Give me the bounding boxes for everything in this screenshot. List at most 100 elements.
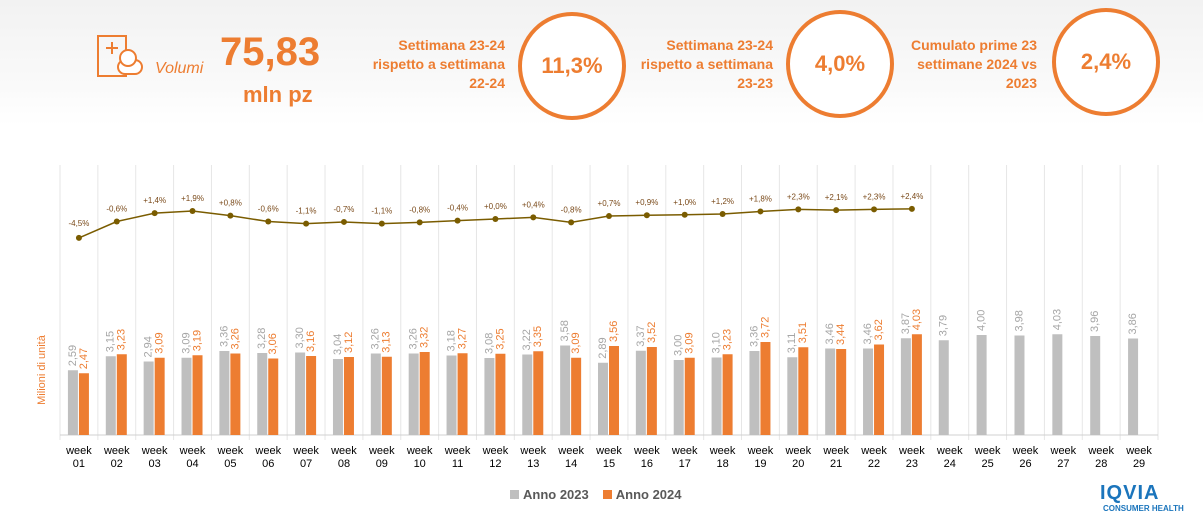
value-label: 3,09 [154, 332, 166, 353]
growth-label: +2,3% [787, 192, 810, 201]
x-tick-label: week 21 [823, 445, 850, 470]
growth-point [530, 214, 537, 221]
bar [900, 338, 911, 435]
growth-point [416, 219, 423, 226]
kpi-label: Cumulato prime 23 settimane 2024 vs 2023 [910, 37, 1037, 91]
growth-label: +1,9% [181, 194, 204, 203]
value-label: 3,12 [343, 332, 355, 353]
growth-point [795, 206, 802, 213]
x-tick-label: week 24 [936, 445, 963, 470]
bar [446, 355, 457, 435]
bar [874, 344, 885, 435]
growth-label: +0,4% [522, 200, 545, 209]
value-label: 4,00 [976, 310, 988, 331]
growth-point [606, 213, 612, 220]
legend-label: Anno 2024 [615, 487, 682, 502]
value-label: 3,15 [105, 331, 117, 352]
bar [219, 351, 230, 435]
value-label: 3,56 [608, 321, 620, 342]
bar [911, 334, 922, 435]
bar [798, 347, 809, 435]
growth-point [265, 218, 272, 225]
growth-point [113, 218, 120, 225]
growth-label: -0,8% [561, 205, 582, 214]
x-tick-label: week 12 [482, 445, 509, 470]
bar [295, 352, 306, 435]
growth-label: -4,5% [68, 219, 89, 228]
x-tick-label: week 17 [671, 445, 698, 470]
value-label: 4,03 [1051, 309, 1063, 330]
bar [571, 357, 582, 435]
x-tick-label: week 27 [1050, 445, 1077, 470]
value-label: 3,46 [862, 323, 874, 344]
bar [825, 348, 836, 435]
value-label: 3,11 [786, 333, 798, 354]
y-axis-title: Milioni di unità [36, 334, 48, 405]
bar [332, 359, 343, 435]
value-label: 2,89 [597, 337, 609, 358]
x-tick-label: week 13 [520, 445, 547, 470]
value-label: 3,22 [521, 329, 533, 350]
value-label: 3,36 [218, 326, 230, 347]
bar [787, 357, 798, 435]
value-label: 3,00 [673, 335, 685, 356]
x-tick-label: week 16 [634, 445, 660, 470]
volume: 75,83 [220, 30, 321, 74]
growth-label: +0,8% [219, 199, 242, 208]
growth-label: +0,0% [484, 202, 507, 211]
bar [370, 353, 381, 435]
kpi-label: Settimana 23-24 rispetto a settimana 23-… [640, 37, 773, 91]
x-tick-label: week 18 [709, 445, 736, 470]
x-tick-label: week 23 [899, 445, 925, 470]
value-label: 3,58 [559, 320, 571, 341]
x-tick-label: week 25 [974, 445, 1001, 470]
x-tick-label: week 02 [103, 445, 130, 470]
bar [836, 349, 847, 435]
x-tick-label: week 05 [217, 445, 244, 470]
growth-label: -0,8% [409, 205, 430, 214]
growth-label: -1,1% [371, 207, 392, 216]
x-tick-label: week 14 [558, 445, 584, 470]
x-tick-label: week 09 [368, 445, 395, 470]
value-label: 3,09 [684, 332, 696, 353]
value-label: 3,87 [900, 313, 912, 334]
growth-point [454, 217, 461, 224]
legend-swatch [510, 490, 519, 499]
value-label: 3,25 [494, 328, 506, 349]
growth-point [151, 210, 158, 217]
value-label: 3,44 [835, 324, 847, 345]
value-label: 3,16 [305, 331, 317, 352]
x-tick-label: week 04 [179, 445, 206, 470]
value-label: 3,32 [419, 327, 431, 348]
value-label: 3,98 [1013, 310, 1025, 331]
bar [533, 351, 544, 435]
bar [522, 354, 533, 435]
bar [306, 356, 317, 435]
value-label: 3,51 [797, 322, 809, 343]
value-label: 3,30 [294, 327, 306, 348]
x-tick-label: week 03 [141, 445, 168, 470]
value-label: 3,09 [180, 332, 192, 353]
growth-point [75, 234, 82, 241]
bar [105, 356, 116, 435]
value-label: 3,06 [267, 333, 279, 354]
x-tick-label: week 29 [1126, 445, 1152, 470]
bar [760, 342, 771, 435]
bar [484, 358, 495, 435]
volume-unit: mln pz [243, 82, 313, 107]
kpi-value: 11,3% [518, 12, 626, 120]
growth-label: -0,6% [106, 205, 127, 214]
bar [116, 354, 127, 435]
x-tick-label: week 20 [785, 445, 812, 470]
legend-item: Anno 2024 [602, 487, 682, 502]
bar [635, 350, 646, 435]
value-label: 3,52 [646, 322, 658, 343]
growth-label: +1,8% [749, 194, 772, 203]
x-tick-label: week 22 [861, 445, 887, 470]
bar [257, 353, 268, 435]
value-label: 3,79 [938, 315, 950, 336]
bar [976, 335, 987, 435]
x-tick-label: week 08 [331, 445, 357, 470]
bar [154, 357, 165, 435]
